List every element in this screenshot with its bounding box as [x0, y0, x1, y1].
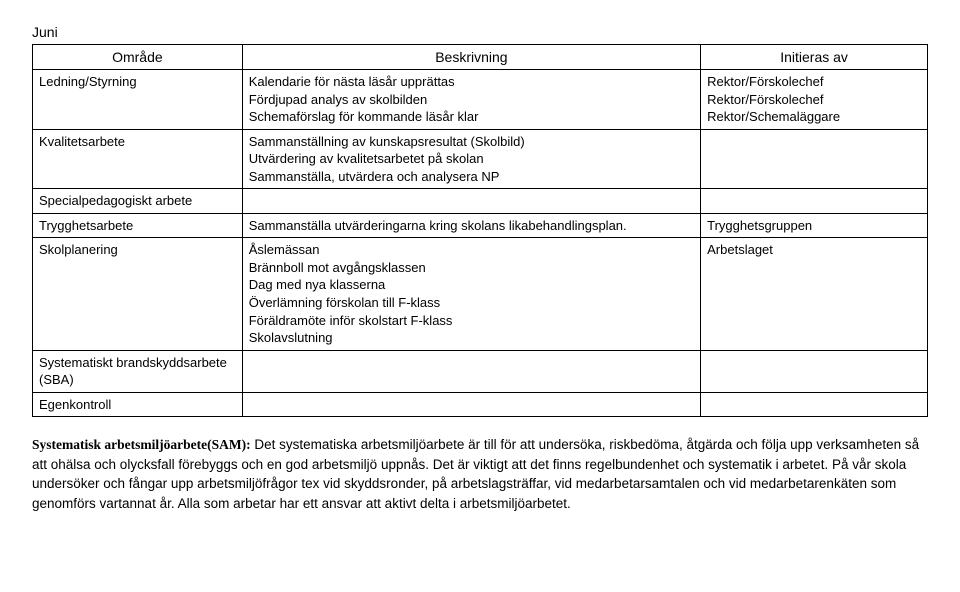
cell-line: Dag med nya klasserna: [249, 276, 694, 294]
month-label: Juni: [32, 24, 928, 40]
table-row: Egenkontroll: [33, 392, 928, 417]
table-body: Ledning/Styrning Kalendarie för nästa läs…: [33, 70, 928, 417]
cell-initiated-by: Rektor/FörskolechefRektor/FörskolechefRe…: [701, 70, 928, 130]
table-row: Trygghetsarbete Sammanställa utvärderinga…: [33, 213, 928, 238]
cell-line: Föräldramöte inför skolstart F-klass: [249, 312, 694, 330]
cell-line: Egenkontroll: [39, 396, 236, 414]
cell-line: Fördjupad analys av skolbilden: [249, 91, 694, 109]
cell-description: [242, 350, 700, 392]
cell-line: Utvärdering av kvalitetsarbetet på skola…: [249, 150, 694, 168]
cell-line: Skolavslutning: [249, 329, 694, 347]
table-header-row: Område Beskrivning Initieras av: [33, 45, 928, 70]
header-description: Beskrivning: [242, 45, 700, 70]
header-area: Område: [33, 45, 243, 70]
cell-area: Specialpedagogiskt arbete: [33, 189, 243, 214]
footer-paragraph: Systematisk arbetsmiljöarbete(SAM): Det …: [32, 435, 928, 513]
cell-description: Sammanställning av kunskapsresultat (Sko…: [242, 129, 700, 189]
cell-line: Rektor/Förskolechef: [707, 73, 921, 91]
schedule-table: Område Beskrivning Initieras av Ledning/…: [32, 44, 928, 417]
table-row: Ledning/Styrning Kalendarie för nästa läs…: [33, 70, 928, 130]
cell-line: Kalendarie för nästa läsår upprättas: [249, 73, 694, 91]
cell-line: Specialpedagogiskt arbete: [39, 192, 236, 210]
cell-initiated-by: [701, 189, 928, 214]
cell-area: Systematiskt brandskyddsarbete (SBA): [33, 350, 243, 392]
cell-area: Egenkontroll: [33, 392, 243, 417]
cell-initiated-by: Arbetslaget: [701, 238, 928, 350]
cell-line: Överlämning förskolan till F-klass: [249, 294, 694, 312]
cell-area: Ledning/Styrning: [33, 70, 243, 130]
cell-initiated-by: Trygghetsgruppen: [701, 213, 928, 238]
cell-line: Trygghetsgruppen: [707, 217, 921, 235]
cell-line: Skolplanering: [39, 241, 236, 259]
header-initiated-by: Initieras av: [701, 45, 928, 70]
cell-line: Sammanställning av kunskapsresultat (Sko…: [249, 133, 694, 151]
cell-initiated-by: [701, 129, 928, 189]
cell-line: Rektor/Förskolechef: [707, 91, 921, 109]
table-row: Specialpedagogiskt arbete: [33, 189, 928, 214]
cell-line: Åslemässan: [249, 241, 694, 259]
cell-line: Arbetslaget: [707, 241, 921, 259]
cell-area: Skolplanering: [33, 238, 243, 350]
cell-description: [242, 189, 700, 214]
cell-initiated-by: [701, 392, 928, 417]
cell-area: Kvalitetsarbete: [33, 129, 243, 189]
cell-line: Sammanställa, utvärdera och analysera NP: [249, 168, 694, 186]
cell-description: ÅslemässanBrännboll mot avgångsklassenDa…: [242, 238, 700, 350]
cell-line: Rektor/Schemaläggare: [707, 108, 921, 126]
cell-description: Sammanställa utvärderingarna kring skola…: [242, 213, 700, 238]
cell-description: Kalendarie för nästa läsår upprättasFörd…: [242, 70, 700, 130]
cell-line: Trygghetsarbete: [39, 217, 236, 235]
cell-line: Sammanställa utvärderingarna kring skola…: [249, 217, 694, 235]
cell-line: Systematiskt brandskyddsarbete (SBA): [39, 354, 236, 389]
cell-line: Kvalitetsarbete: [39, 133, 236, 151]
table-row: Systematiskt brandskyddsarbete (SBA): [33, 350, 928, 392]
cell-line: Ledning/Styrning: [39, 73, 236, 91]
cell-description: [242, 392, 700, 417]
cell-initiated-by: [701, 350, 928, 392]
table-row: Skolplanering ÅslemässanBrännboll mot avg…: [33, 238, 928, 350]
cell-line: Brännboll mot avgångsklassen: [249, 259, 694, 277]
footer-bold: Systematisk arbetsmiljöarbete(SAM):: [32, 437, 251, 452]
table-row: Kvalitetsarbete Sammanställning av kunska…: [33, 129, 928, 189]
cell-area: Trygghetsarbete: [33, 213, 243, 238]
cell-line: Schemaförslag för kommande läsår klar: [249, 108, 694, 126]
